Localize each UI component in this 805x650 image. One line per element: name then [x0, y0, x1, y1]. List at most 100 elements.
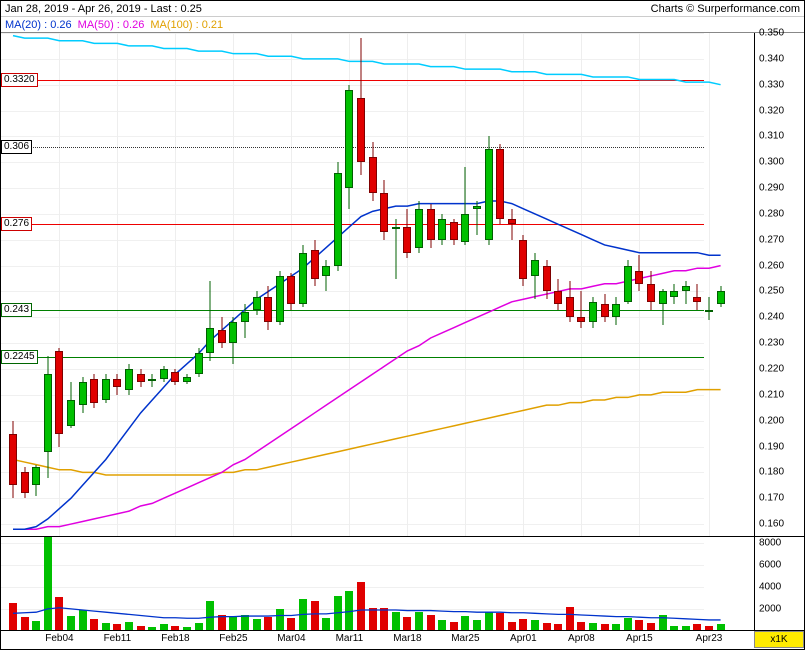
price-panel: 0.33200.3060.2760.2430.2245 0.3500.3400.… [1, 32, 804, 536]
vol-y-tick: 6000 [759, 559, 781, 570]
grid-line [1, 369, 704, 370]
y-tick-label: 0.210 [759, 389, 784, 400]
ma50-label: MA(50) : 0.26 [78, 19, 145, 31]
volume-bar [67, 616, 75, 630]
y-tick-label: 0.250 [759, 286, 784, 297]
volume-panel: 8000 6000 4000 2000 [1, 536, 804, 630]
volume-bar [90, 619, 98, 630]
grid-line [1, 240, 704, 241]
x-tick-label: Mar04 [277, 633, 305, 644]
y-tick-label: 0.230 [759, 338, 784, 349]
vol-y-tick: 8000 [759, 537, 781, 548]
x-grid-line [233, 33, 234, 537]
volume-bar [9, 603, 17, 630]
vol-grid-line [1, 587, 704, 588]
x-grid-line [407, 33, 408, 537]
grid-line [1, 421, 704, 422]
x-axis: Feb04Feb11Feb18Feb25Mar04Mar11Mar18Mar25… [1, 630, 804, 648]
candlestick-chart: Jan 28, 2019 - Apr 26, 2019 - Last : 0.2… [0, 0, 805, 650]
volume-bar [369, 608, 377, 630]
volume-bar [461, 616, 469, 630]
volume-bar [380, 608, 388, 630]
grid-line [1, 33, 704, 34]
chart-header: Jan 28, 2019 - Apr 26, 2019 - Last : 0.2… [1, 1, 804, 17]
volume-bar [496, 613, 504, 630]
volume-bar [403, 617, 411, 630]
y-tick-label: 0.270 [759, 234, 784, 245]
y-tick-label: 0.290 [759, 183, 784, 194]
volume-bar [438, 620, 446, 630]
ma-top-line [1, 33, 754, 536]
x-grid-line [117, 33, 118, 537]
y-tick-label: 0.160 [759, 519, 784, 530]
volume-bar [287, 618, 295, 630]
reference-label: 0.2245 [1, 350, 38, 364]
volume-ma-line [1, 537, 754, 630]
x-tick-label: Feb04 [45, 633, 73, 644]
x-tick-label: Feb18 [161, 633, 189, 644]
y-tick-label: 0.330 [759, 79, 784, 90]
y-tick-label: 0.300 [759, 157, 784, 168]
ma50-line [1, 33, 754, 536]
grid-line [1, 343, 704, 344]
volume-bar [577, 622, 585, 630]
x-grid-line [59, 33, 60, 537]
y-tick-label: 0.200 [759, 415, 784, 426]
ma20-label: MA(20) : 0.26 [5, 19, 72, 31]
y-tick-label: 0.350 [759, 28, 784, 39]
grid-line [1, 291, 704, 292]
y-tick-label: 0.190 [759, 441, 784, 452]
volume-bar [427, 615, 435, 630]
x-tick-label: Feb25 [219, 633, 247, 644]
volume-bar [264, 617, 272, 630]
volume-bar [218, 615, 226, 630]
x-tick-label: Mar18 [393, 633, 421, 644]
volume-bar [195, 623, 203, 630]
x-tick-label: Apr15 [626, 633, 653, 644]
y-tick-label: 0.340 [759, 53, 784, 64]
y-tick-label: 0.220 [759, 364, 784, 375]
volume-bar [125, 622, 133, 630]
volume-bar [299, 599, 307, 630]
attribution-text: Charts © Surperformance.com [651, 3, 800, 15]
reference-line [1, 310, 704, 311]
volume-bar [543, 623, 551, 630]
volume-bar [334, 596, 342, 630]
volume-bar [485, 612, 493, 630]
y-tick-label: 0.240 [759, 312, 784, 323]
volume-bar [229, 617, 237, 630]
x-tick-label: Apr01 [510, 633, 537, 644]
volume-bar [508, 622, 516, 630]
volume-bar [345, 591, 353, 630]
volume-bar [206, 601, 214, 630]
vol-y-tick: 4000 [759, 581, 781, 592]
ma100-label: MA(100) : 0.21 [150, 19, 223, 31]
vol-grid-line [1, 565, 704, 566]
x-tick-label: Apr23 [696, 633, 723, 644]
y-tick-label: 0.320 [759, 105, 784, 116]
ma100-line [1, 33, 754, 536]
reference-label: 0.306 [1, 140, 32, 154]
grid-line [1, 85, 704, 86]
x-grid-line [709, 33, 710, 537]
ma20-line [1, 33, 754, 536]
grid-line [1, 266, 704, 267]
volume-bar [519, 619, 527, 630]
volume-bar [322, 618, 330, 630]
volume-bar [635, 620, 643, 630]
volume-bar [241, 615, 249, 630]
reference-label: 0.3320 [1, 73, 38, 87]
volume-bar [55, 597, 63, 630]
volume-bar [589, 623, 597, 630]
volume-bar [276, 609, 284, 630]
volume-bar [624, 618, 632, 630]
volume-bar [392, 612, 400, 630]
vol-grid-line [1, 543, 704, 544]
vol-y-tick: 2000 [759, 603, 781, 614]
grid-line [1, 214, 704, 215]
volume-y-axis: 8000 6000 4000 2000 [754, 537, 804, 630]
volume-bar [659, 615, 667, 630]
price-plot-area[interactable]: 0.33200.3060.2760.2430.2245 [1, 33, 754, 536]
volume-plot-area[interactable] [1, 537, 754, 630]
volume-bar [357, 582, 365, 630]
